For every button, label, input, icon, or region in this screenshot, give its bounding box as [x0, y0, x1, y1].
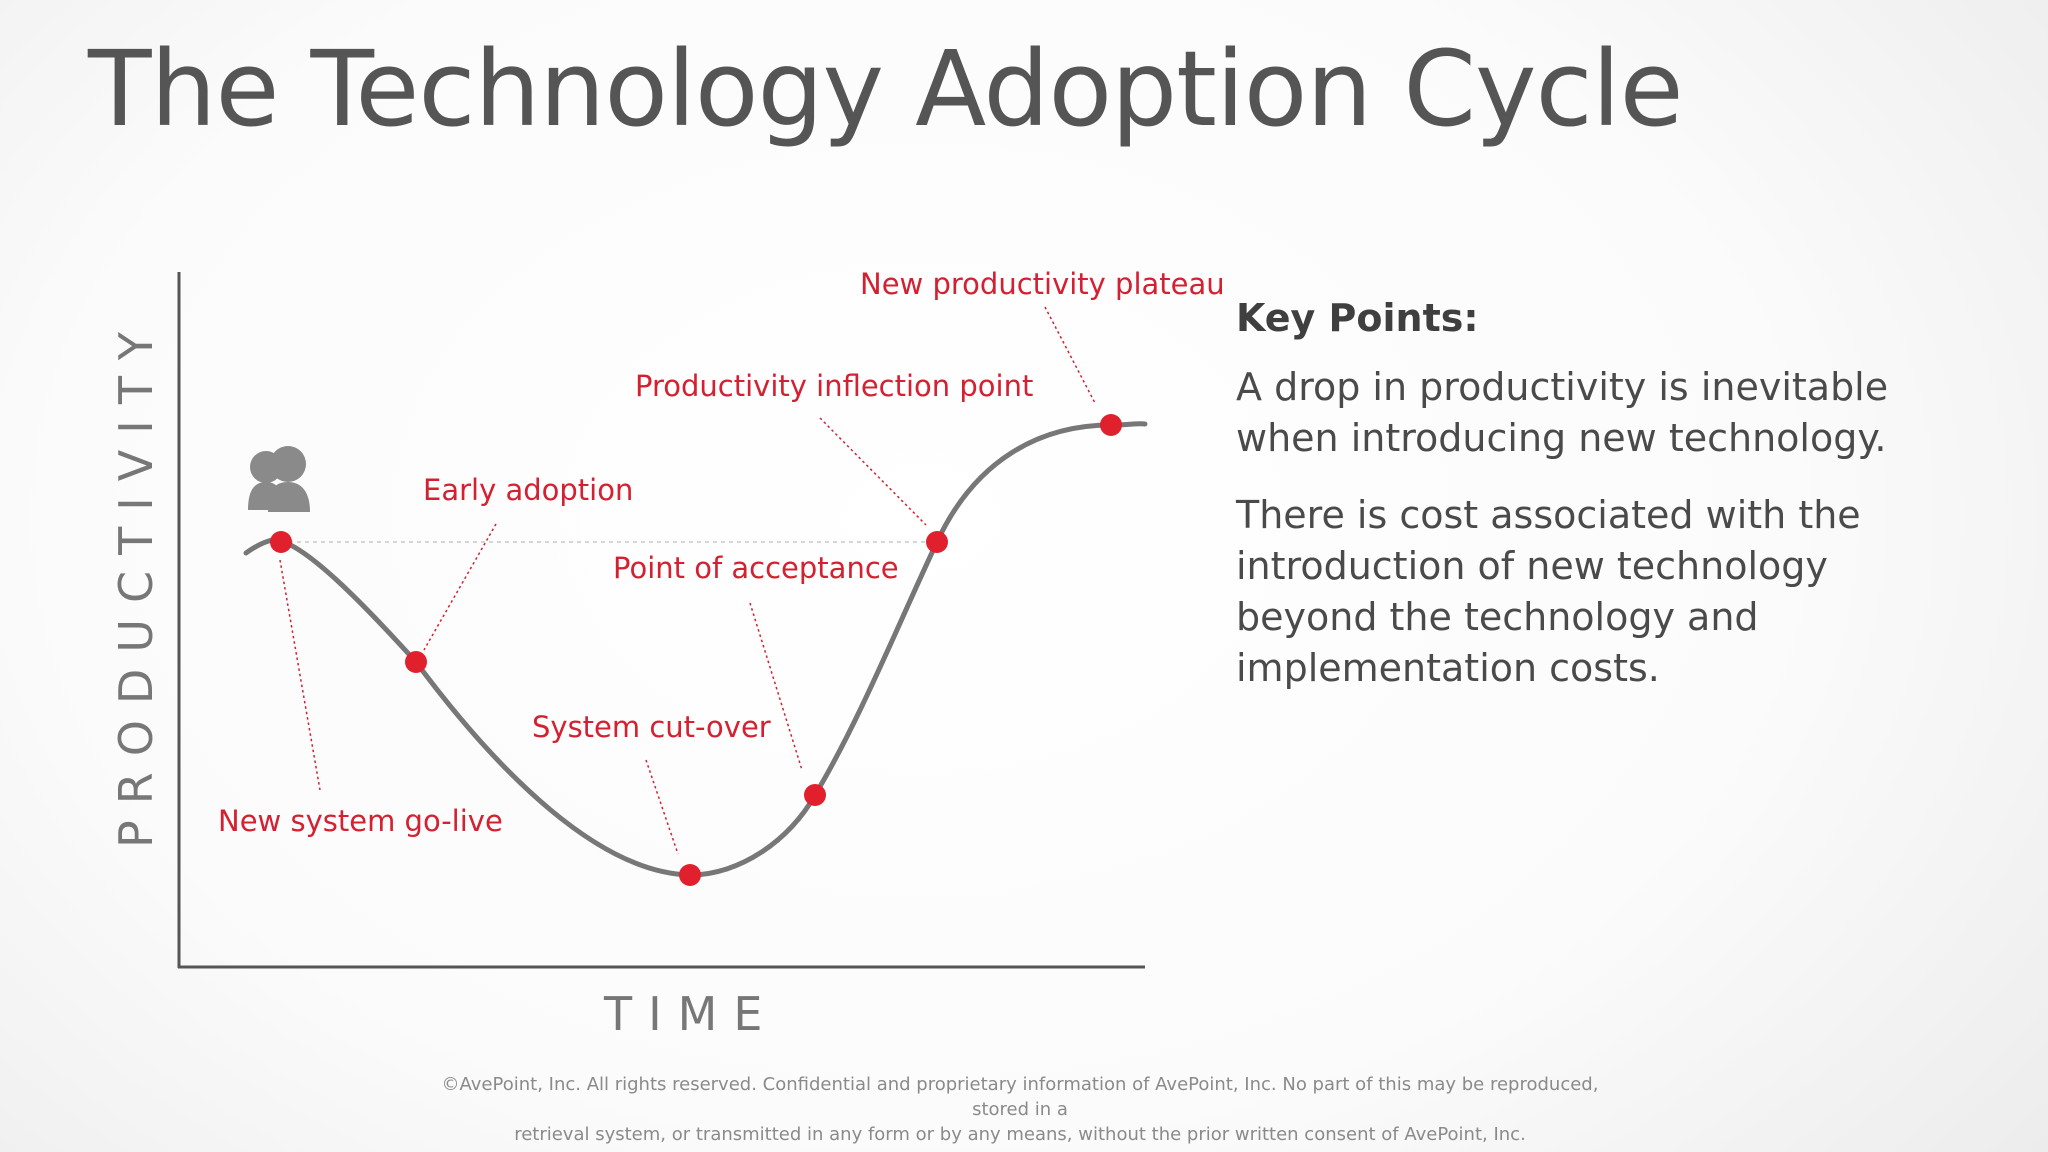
marker-acceptance [804, 784, 826, 806]
label-go-live: New system go-live [218, 804, 503, 838]
y-axis-label: PRODUCTIVITY [109, 316, 163, 848]
marker-inflection [926, 531, 948, 553]
key-point-1: A drop in productivity is inevitable whe… [1236, 362, 1916, 464]
leader-line-early-adoption [424, 524, 496, 650]
label-inflection: Productivity inflection point [635, 369, 1033, 403]
copyright-line-1: ©AvePoint, Inc. All rights reserved. Con… [420, 1072, 1620, 1122]
leader-line-acceptance [750, 603, 802, 770]
copyright-footer: ©AvePoint, Inc. All rights reserved. Con… [420, 1072, 1620, 1147]
marker-cut-over [679, 864, 701, 886]
marker-go-live [270, 531, 292, 553]
label-cut-over: System cut-over [532, 710, 771, 744]
key-points-heading: Key Points: [1236, 296, 1916, 340]
key-point-2: There is cost associated with the introd… [1236, 490, 1916, 694]
label-early-adoption: Early adoption [423, 473, 633, 507]
marker-plateau [1100, 414, 1122, 436]
label-plateau: New productivity plateau [860, 267, 1225, 301]
users-icon [248, 446, 310, 512]
leader-line-go-live [280, 560, 320, 790]
label-acceptance: Point of acceptance [613, 551, 899, 585]
marker-early-adoption [405, 651, 427, 673]
leader-line-plateau [1045, 307, 1095, 403]
leader-line-cut-over [646, 760, 678, 854]
x-axis-label: TIME [603, 987, 778, 1041]
key-points-panel: Key Points: A drop in productivity is in… [1236, 296, 1916, 720]
leader-line-inflection [820, 418, 926, 525]
copyright-line-2: retrieval system, or transmitted in any … [420, 1122, 1620, 1147]
